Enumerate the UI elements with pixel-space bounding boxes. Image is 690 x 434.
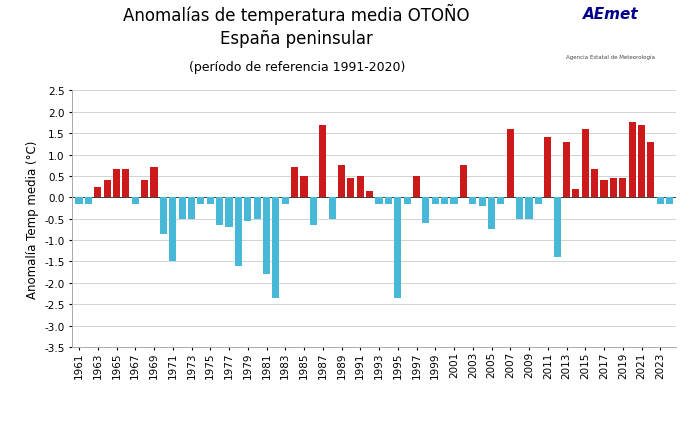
- Bar: [385, 198, 392, 204]
- Bar: [573, 189, 580, 198]
- Bar: [610, 179, 617, 198]
- Bar: [394, 198, 402, 298]
- Bar: [226, 198, 233, 228]
- Text: AEmet: AEmet: [583, 7, 638, 21]
- Bar: [563, 142, 570, 198]
- Bar: [169, 198, 176, 262]
- Bar: [235, 198, 242, 266]
- Bar: [591, 170, 598, 198]
- Bar: [553, 198, 561, 258]
- Bar: [338, 166, 345, 198]
- Bar: [75, 198, 83, 204]
- Text: España peninsular: España peninsular: [220, 30, 373, 48]
- Bar: [460, 166, 467, 198]
- Y-axis label: Anomalía Temp media (°C): Anomalía Temp media (°C): [26, 140, 39, 298]
- Bar: [188, 198, 195, 219]
- Bar: [113, 170, 120, 198]
- Bar: [216, 198, 223, 226]
- Bar: [479, 198, 486, 207]
- Bar: [150, 168, 157, 198]
- Bar: [469, 198, 476, 204]
- Bar: [310, 198, 317, 226]
- Bar: [526, 198, 533, 219]
- Bar: [657, 198, 664, 204]
- Bar: [647, 142, 654, 198]
- Bar: [104, 181, 110, 198]
- Bar: [629, 123, 635, 198]
- Bar: [122, 170, 130, 198]
- Bar: [506, 130, 514, 198]
- Bar: [497, 198, 504, 204]
- Bar: [666, 198, 673, 204]
- Bar: [441, 198, 448, 204]
- Bar: [413, 177, 420, 198]
- Bar: [263, 198, 270, 275]
- Bar: [301, 177, 308, 198]
- Bar: [254, 198, 261, 219]
- Bar: [535, 198, 542, 204]
- Bar: [244, 198, 251, 221]
- Bar: [619, 179, 627, 198]
- Bar: [207, 198, 214, 204]
- Bar: [282, 198, 289, 204]
- Bar: [422, 198, 429, 224]
- Bar: [347, 179, 355, 198]
- Bar: [600, 181, 607, 198]
- Bar: [544, 138, 551, 198]
- Bar: [328, 198, 335, 219]
- Bar: [638, 125, 645, 198]
- Bar: [197, 198, 204, 204]
- Bar: [132, 198, 139, 204]
- Bar: [95, 187, 101, 198]
- Bar: [375, 198, 382, 204]
- Text: Anomalías de temperatura media OTOÑO: Anomalías de temperatura media OTOÑO: [124, 4, 470, 25]
- Bar: [357, 177, 364, 198]
- Bar: [582, 130, 589, 198]
- Bar: [516, 198, 523, 219]
- Bar: [366, 191, 373, 198]
- Bar: [85, 198, 92, 204]
- Bar: [404, 198, 411, 204]
- Bar: [451, 198, 457, 204]
- Text: (período de referencia 1991-2020): (período de referencia 1991-2020): [188, 61, 405, 74]
- Text: Agencia Estatal de Meteorología: Agencia Estatal de Meteorología: [566, 54, 655, 60]
- Bar: [432, 198, 439, 204]
- Bar: [141, 181, 148, 198]
- Bar: [291, 168, 298, 198]
- Bar: [273, 198, 279, 298]
- Bar: [179, 198, 186, 219]
- Bar: [160, 198, 167, 234]
- Bar: [488, 198, 495, 230]
- Bar: [319, 125, 326, 198]
